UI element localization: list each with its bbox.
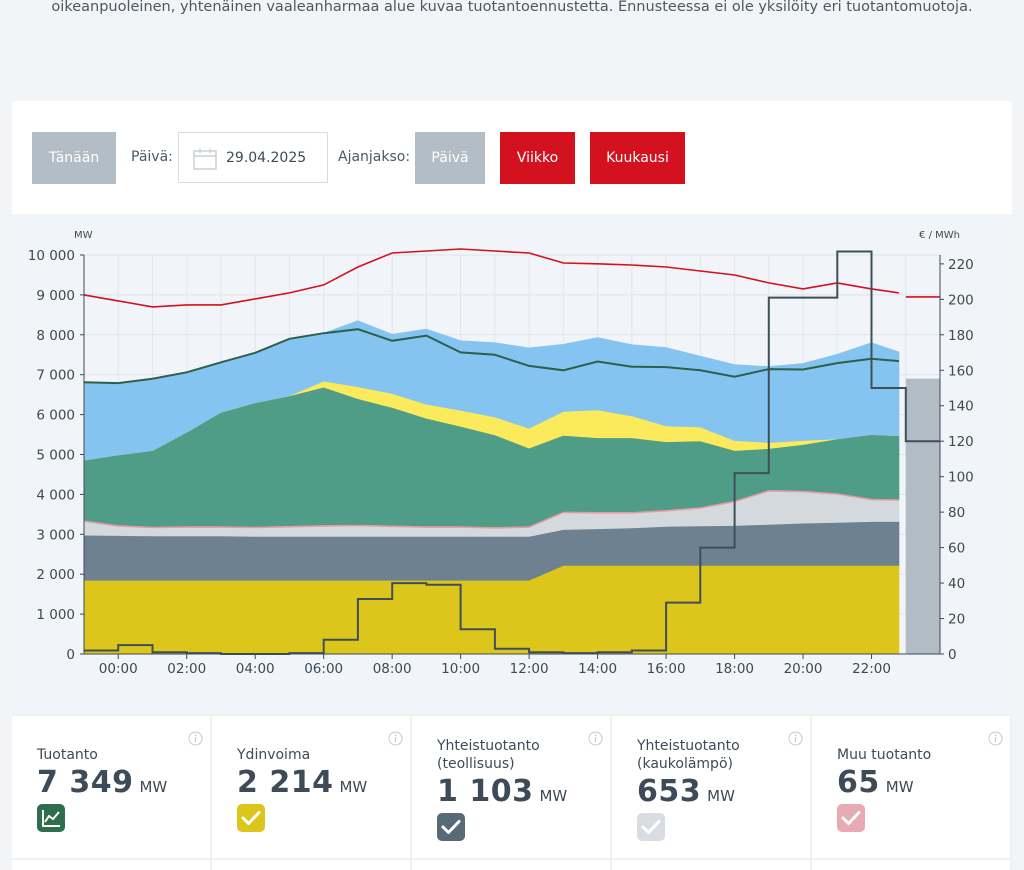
x-tick-label: 14:00 xyxy=(578,661,617,677)
card-number: 65 xyxy=(837,765,880,800)
card-value: 65 MW xyxy=(837,765,914,800)
period-month-button[interactable]: Kuukausi xyxy=(590,132,685,184)
card-number: 2 214 xyxy=(237,765,334,800)
series-toggle-checkbox[interactable] xyxy=(637,813,665,841)
intro-text: oikeanpuoleinen, yhtenäinen vaaleanharma… xyxy=(51,0,973,15)
card-next-row xyxy=(12,860,210,870)
series-toggle-checkbox[interactable] xyxy=(237,804,265,832)
consumption-line xyxy=(83,248,900,308)
card-title: Yhteistuotanto (kaukolämpö) xyxy=(637,738,740,772)
series-toggle-total[interactable] xyxy=(37,804,65,832)
x-tick-label: 06:00 xyxy=(304,661,343,677)
date-picker[interactable]: 29.04.2025 xyxy=(178,132,328,183)
series-toggle-checkbox[interactable] xyxy=(437,813,465,841)
summary-card: Yhteistuotanto (kaukolämpö) 653 MW xyxy=(612,716,810,858)
y-right-tick-label: 220 xyxy=(948,257,974,273)
calendar-icon xyxy=(193,148,217,170)
x-tick-label: 02:00 xyxy=(167,661,206,677)
x-tick-label: 00:00 xyxy=(99,661,138,677)
card-unit: MW xyxy=(539,787,568,805)
y-left-tick-label: 6 000 xyxy=(36,408,75,424)
y-left-tick-label: 3 000 xyxy=(36,527,75,543)
y-left-tick-label: 4 000 xyxy=(36,487,75,503)
card-value: 653 MW xyxy=(637,774,735,809)
area-aurinkovoima xyxy=(83,320,900,461)
forecast-area xyxy=(905,378,940,654)
y-right-tick-label: 120 xyxy=(948,434,974,450)
card-value: 7 349 MW xyxy=(37,765,167,800)
info-icon[interactable] xyxy=(388,731,403,746)
y-left-tick-label: 8 000 xyxy=(36,328,75,344)
card-title: Ydinvoima xyxy=(237,747,311,763)
card-number: 653 xyxy=(637,774,702,809)
card-value: 1 103 MW xyxy=(437,774,567,809)
y-left-tick-label: 10 000 xyxy=(28,248,75,264)
y-right-tick-label: 80 xyxy=(948,505,965,521)
card-unit: MW xyxy=(885,778,914,796)
info-icon[interactable] xyxy=(988,731,1003,746)
y-left-unit: MW xyxy=(74,230,93,241)
card-title: Muu tuotanto xyxy=(837,747,932,763)
y-left-tick-label: 7 000 xyxy=(36,368,75,384)
y-right-tick-label: 0 xyxy=(948,647,957,663)
y-left-tick-label: 0 xyxy=(66,647,75,663)
y-right-tick-label: 140 xyxy=(948,399,974,415)
info-icon[interactable] xyxy=(588,731,603,746)
card-next-row xyxy=(212,860,410,870)
x-tick-label: 16:00 xyxy=(647,661,686,677)
x-tick-label: 08:00 xyxy=(373,661,412,677)
y-right-tick-label: 40 xyxy=(948,576,965,592)
period-week-button[interactable]: Viikko xyxy=(500,132,575,184)
x-tick-label: 18:00 xyxy=(715,661,754,677)
date-label: Päivä: xyxy=(131,149,173,165)
y-right-tick-label: 60 xyxy=(948,541,965,557)
card-number: 1 103 xyxy=(437,774,534,809)
summary-card: Tuotanto 7 349 MW xyxy=(12,716,210,858)
y-right-tick-label: 160 xyxy=(948,363,974,379)
card-next-row xyxy=(812,860,1010,870)
card-value: 2 214 MW xyxy=(237,765,367,800)
card-title: Yhteistuotanto (teollisuus) xyxy=(437,738,540,772)
x-tick-label: 04:00 xyxy=(236,661,275,677)
check-icon xyxy=(841,811,861,825)
series-toggle-checkbox[interactable] xyxy=(837,804,865,832)
y-left-tick-label: 2 000 xyxy=(36,567,75,583)
card-next-row xyxy=(612,860,810,870)
y-right-tick-label: 180 xyxy=(948,328,974,344)
x-tick-label: 10:00 xyxy=(441,661,480,677)
x-tick-label: 20:00 xyxy=(784,661,823,677)
y-left-tick-label: 1 000 xyxy=(36,607,75,623)
y-right-tick-label: 20 xyxy=(948,612,965,628)
card-next-row xyxy=(412,860,610,870)
check-icon xyxy=(641,820,661,834)
summary-cards: Tuotanto 7 349 MW Ydinvoima 2 214 MW Yhteistuo… xyxy=(12,714,1012,870)
info-icon[interactable] xyxy=(788,731,803,746)
y-right-tick-label: 100 xyxy=(948,470,974,486)
card-title: Tuotanto xyxy=(37,747,98,763)
check-icon xyxy=(241,811,261,825)
card-number: 7 349 xyxy=(37,765,134,800)
info-icon[interactable] xyxy=(188,731,203,746)
production-chart: 0 1 000 2 000 3 000 4 000 5 000 6 000 7 000 8 00… xyxy=(12,214,1012,714)
summary-card: Muu tuotanto 65 MW xyxy=(812,716,1010,858)
check-icon xyxy=(441,820,461,834)
y-right-unit: € / MWh xyxy=(919,230,960,241)
y-left-tick-label: 5 000 xyxy=(36,448,75,464)
chart-line-icon xyxy=(42,810,60,827)
card-unit: MW xyxy=(339,778,368,796)
y-right-tick-label: 200 xyxy=(948,292,974,308)
summary-card: Ydinvoima 2 214 MW xyxy=(212,716,410,858)
controls-panel: Tänään Päivä: 29.04.2025 Ajanjakso: Päiv… xyxy=(12,101,1012,214)
today-button[interactable]: Tänään xyxy=(32,132,116,184)
chart-svg: 0 1 000 2 000 3 000 4 000 5 000 6 000 7 000 8 00… xyxy=(28,230,974,677)
x-tick-label: 12:00 xyxy=(510,661,549,677)
x-tick-label: 22:00 xyxy=(852,661,891,677)
y-left-tick-label: 9 000 xyxy=(36,288,75,304)
card-unit: MW xyxy=(707,787,735,805)
summary-card: Yhteistuotanto (teollisuus) 1 103 MW xyxy=(412,716,610,858)
card-unit: MW xyxy=(139,778,168,796)
period-day-button[interactable]: Päivä xyxy=(415,132,485,184)
period-label: Ajanjakso: xyxy=(338,149,411,165)
date-value: 29.04.2025 xyxy=(226,150,307,166)
